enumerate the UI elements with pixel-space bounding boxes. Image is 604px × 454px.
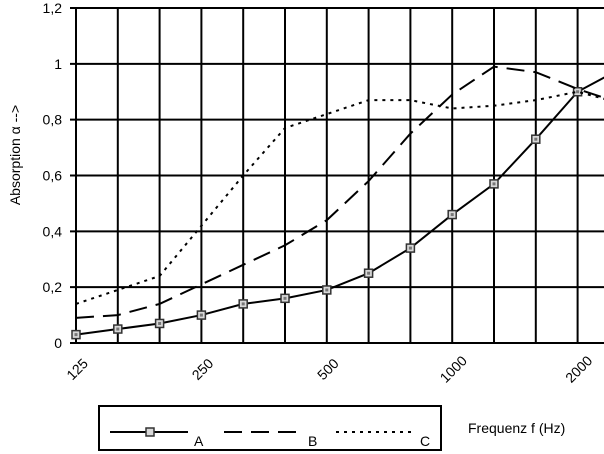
data-point-center xyxy=(241,302,245,306)
y-tick-label: 1 xyxy=(54,56,62,72)
x-tick-label: 2000 xyxy=(562,352,595,385)
y-tick-label: 1,2 xyxy=(43,0,63,16)
x-tick-label: 500 xyxy=(314,355,342,383)
legend-label-c: C xyxy=(420,433,430,449)
x-axis-label: Frequenz f (Hz) xyxy=(468,420,565,436)
series-line-a xyxy=(75,76,604,336)
legend-label-a: A xyxy=(194,433,204,449)
y-tick-label: 0,8 xyxy=(43,112,63,128)
series-line-b xyxy=(75,65,604,319)
data-point-center xyxy=(367,271,371,275)
series-lines xyxy=(71,65,604,340)
y-axis-label: Absorption α --> xyxy=(7,105,23,205)
data-point-center xyxy=(450,213,454,217)
x-tick-label: 125 xyxy=(63,355,91,383)
data-point-center xyxy=(199,313,203,317)
legend-marker-a xyxy=(145,427,155,437)
legend: A B C xyxy=(98,405,442,451)
data-point-center xyxy=(576,90,580,94)
data-point-center xyxy=(492,182,496,186)
x-axis-ticks: 125 250 500 1000 2000 xyxy=(63,352,595,385)
y-axis-ticks: 0 0,2 0,4 0,6 0,8 1 1,2 xyxy=(43,0,63,351)
legend-box xyxy=(98,405,442,451)
x-tick-label: 1000 xyxy=(437,352,470,385)
series-line-c xyxy=(75,90,604,305)
data-point-center xyxy=(116,327,120,331)
grid xyxy=(70,7,604,344)
data-point-center xyxy=(158,321,162,325)
y-tick-label: 0 xyxy=(54,335,62,351)
y-tick-label: 0,6 xyxy=(43,168,63,184)
data-point-center xyxy=(325,288,329,292)
x-tick-label: 250 xyxy=(189,355,217,383)
y-tick-label: 0,4 xyxy=(43,223,63,239)
data-point-center xyxy=(408,246,412,250)
data-point-center xyxy=(74,333,78,337)
data-point-center xyxy=(283,296,287,300)
y-tick-label: 0,2 xyxy=(43,279,63,295)
legend-label-b: B xyxy=(308,433,317,449)
data-point-center xyxy=(534,137,538,141)
